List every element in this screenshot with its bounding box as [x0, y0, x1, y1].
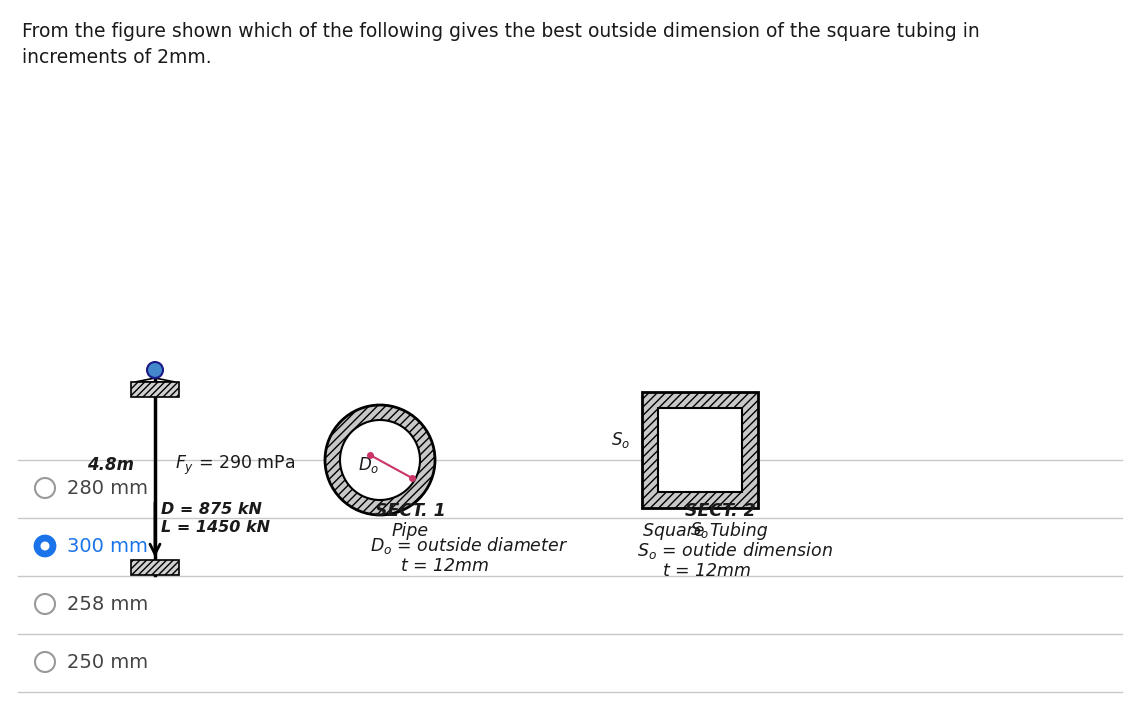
- Bar: [642, 392, 758, 508]
- Circle shape: [35, 478, 55, 498]
- Text: 280 mm: 280 mm: [67, 479, 148, 498]
- Text: $t$ = 12mm: $t$ = 12mm: [662, 562, 751, 580]
- Circle shape: [35, 536, 55, 556]
- Text: $S_o$: $S_o$: [611, 430, 630, 450]
- Circle shape: [340, 420, 420, 500]
- Text: 250 mm: 250 mm: [67, 652, 148, 672]
- Bar: [131, 560, 179, 575]
- Circle shape: [41, 541, 49, 551]
- Text: Square Tubing: Square Tubing: [643, 522, 767, 540]
- Bar: [131, 382, 179, 397]
- Circle shape: [35, 652, 55, 672]
- Text: D = 875 kN: D = 875 kN: [161, 502, 262, 517]
- Text: L = 1450 kN: L = 1450 kN: [161, 520, 270, 535]
- Text: SECT. 2: SECT. 2: [685, 502, 756, 520]
- Text: From the figure shown which of the following gives the best outside dimension of: From the figure shown which of the follo…: [22, 22, 979, 41]
- Text: $S_o$ = outide dimension: $S_o$ = outide dimension: [637, 540, 833, 561]
- Text: SECT. 1: SECT. 1: [375, 502, 446, 520]
- Text: $D_o$: $D_o$: [358, 455, 380, 475]
- Text: Pipe: Pipe: [391, 522, 429, 540]
- Text: $t$ = 12mm: $t$ = 12mm: [400, 557, 489, 575]
- Circle shape: [147, 362, 163, 378]
- Text: $F_y$ = 290 mPa: $F_y$ = 290 mPa: [176, 454, 295, 477]
- Text: 258 mm: 258 mm: [67, 595, 148, 613]
- Text: increments of 2mm.: increments of 2mm.: [22, 48, 212, 67]
- Text: 4.8m: 4.8m: [87, 456, 135, 474]
- Text: $D_o$ = outside diameter: $D_o$ = outside diameter: [370, 535, 568, 556]
- Text: 300 mm: 300 mm: [67, 536, 148, 556]
- Circle shape: [325, 405, 435, 515]
- Bar: [658, 408, 742, 492]
- Text: $S_o$: $S_o$: [691, 520, 709, 540]
- Circle shape: [35, 594, 55, 614]
